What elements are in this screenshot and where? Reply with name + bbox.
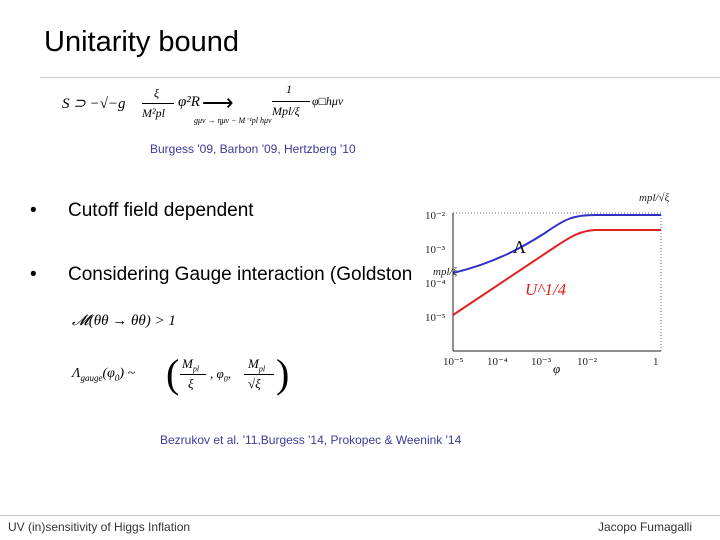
action-frac-num: ξ: [154, 86, 160, 100]
action-equation: S ⊃ −√−g ξ M²pl φ²R ⟶ gμν → ημν − M⁻¹pl …: [62, 82, 392, 132]
action-rhs: φ²R: [178, 94, 200, 110]
bullet-2-text: Considering Gauge interaction (Goldston: [68, 264, 413, 285]
annotation-lambda: Λ: [513, 237, 526, 257]
x-axis-label: φ: [553, 361, 560, 376]
annotation-u-quarter: U^1/4: [525, 280, 567, 299]
y-tick-label: 10⁻⁵: [425, 312, 446, 324]
arrow-subscript: gμν → ημν − M⁻¹pl hμν: [194, 116, 272, 125]
x-tick-label: 10⁻⁴: [487, 356, 508, 368]
unitarity-equation: 𝓜(θθ → θθ) > 1: [72, 313, 176, 329]
fraction-bar: [272, 101, 310, 102]
u-quarter-curve: [452, 229, 661, 316]
footer-right: Jacopo Fumagalli: [597, 520, 692, 534]
action-lhs: S ⊃ −√−g: [62, 96, 126, 112]
y-tick-label: 10⁻²: [425, 210, 446, 222]
annotation-mpl-xi: mpl/ξ: [433, 266, 458, 278]
citation-bottom: Bezrukov et al. '11,Burgess '14, Prokope…: [160, 433, 462, 447]
slide-title: Unitarity bound: [44, 26, 240, 58]
x-tick-label: 10⁻³: [531, 356, 552, 368]
fraction-bar: [142, 103, 174, 104]
footer-divider: [0, 515, 720, 516]
x-tick-label: 1: [653, 356, 659, 368]
x-tick-label: 10⁻⁵: [443, 356, 464, 368]
y-tick-label: 10⁻⁴: [425, 278, 446, 290]
action-frac-den: M²pl: [142, 106, 165, 120]
arrow-icon: ⟶: [202, 90, 234, 115]
x-tick-group: 10⁻⁵ 10⁻⁴ 10⁻³ 10⁻² 1: [443, 356, 659, 368]
footer-left: UV (in)sensitivity of Higgs Inflation: [8, 520, 191, 534]
bullet-1-text: Cutoff field dependent: [68, 200, 254, 221]
lambda-gauge-equation: Λgauge(φ0) ~ ( Mpl ξ , φ0, Mpl √ξ ): [72, 351, 290, 396]
bullet-2: • Considering Gauge interaction (Goldston: [30, 264, 413, 285]
result-den: Mpl/ξ: [272, 104, 300, 118]
annotation-mpl-sqrt-xi: mpl/√ξ: [639, 192, 670, 204]
y-tick-label: 10⁻³: [425, 244, 446, 256]
y-tick-group: 10⁻² 10⁻³ 10⁻⁴ 10⁻⁵: [425, 210, 446, 324]
unitarity-chart: 10⁻² 10⁻³ 10⁻⁴ 10⁻⁵ 10⁻⁵ 10⁻⁴ 10⁻³ 10⁻² 1 mpl/√…: [425, 192, 670, 376]
result-tail: φ□hμν: [312, 94, 344, 108]
title-divider: [40, 77, 720, 78]
result-num: 1: [286, 82, 292, 96]
x-tick-label: 10⁻²: [577, 356, 598, 368]
citation-top: Burgess '09, Barbon '09, Hertzberg '10: [150, 142, 356, 156]
lambda-curve: [452, 214, 661, 274]
bullet-1: • Cutoff field dependent: [30, 200, 254, 221]
